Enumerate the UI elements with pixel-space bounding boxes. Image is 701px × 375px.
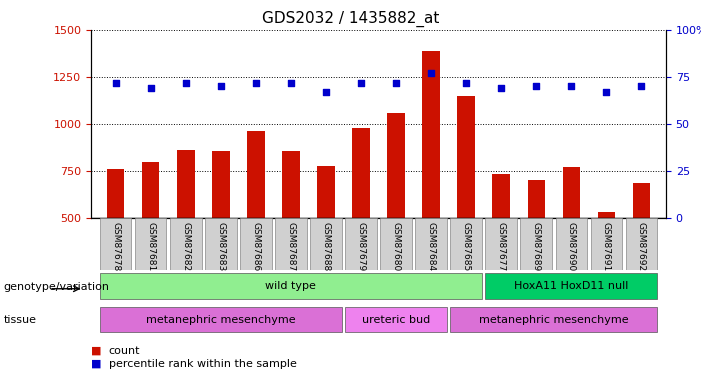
Text: GSM87679: GSM87679 [357, 222, 365, 271]
Point [215, 83, 226, 89]
Bar [317, 166, 335, 311]
Bar [387, 112, 405, 311]
FancyBboxPatch shape [205, 217, 236, 270]
FancyBboxPatch shape [135, 217, 167, 270]
Text: GSM87678: GSM87678 [111, 222, 120, 271]
Bar [107, 169, 125, 311]
FancyBboxPatch shape [590, 217, 622, 270]
FancyBboxPatch shape [520, 217, 552, 270]
FancyBboxPatch shape [170, 217, 202, 270]
Text: GSM87680: GSM87680 [392, 222, 400, 271]
FancyBboxPatch shape [100, 217, 132, 270]
FancyBboxPatch shape [415, 217, 447, 270]
Text: GSM87685: GSM87685 [462, 222, 470, 271]
Point [566, 83, 577, 89]
Text: GSM87690: GSM87690 [567, 222, 576, 271]
Point [180, 80, 191, 86]
FancyBboxPatch shape [556, 217, 587, 270]
Text: genotype/variation: genotype/variation [4, 282, 109, 292]
Text: GSM87677: GSM87677 [497, 222, 505, 271]
Point [145, 85, 156, 91]
FancyBboxPatch shape [346, 217, 377, 270]
FancyBboxPatch shape [275, 217, 307, 270]
FancyBboxPatch shape [451, 307, 657, 332]
Text: GSM87689: GSM87689 [532, 222, 540, 271]
FancyBboxPatch shape [625, 217, 658, 270]
Point [461, 80, 472, 86]
Bar [177, 150, 195, 311]
Text: ureteric bud: ureteric bud [362, 315, 430, 325]
Point [496, 85, 507, 91]
Point [355, 80, 367, 86]
Text: GSM87691: GSM87691 [602, 222, 611, 271]
Text: percentile rank within the sample: percentile rank within the sample [109, 359, 297, 369]
Bar [282, 151, 299, 311]
FancyBboxPatch shape [310, 217, 342, 270]
Text: GSM87692: GSM87692 [637, 222, 646, 271]
Bar [527, 180, 545, 311]
Bar [562, 167, 580, 311]
Point [426, 70, 437, 76]
Point [601, 89, 612, 95]
Text: tissue: tissue [4, 315, 36, 325]
Bar [597, 212, 615, 311]
Point [320, 89, 332, 95]
FancyBboxPatch shape [485, 217, 517, 270]
Point [531, 83, 542, 89]
Bar [212, 151, 230, 311]
Point [636, 83, 647, 89]
Text: GDS2032 / 1435882_at: GDS2032 / 1435882_at [261, 11, 440, 27]
Text: wild type: wild type [266, 281, 316, 291]
Text: HoxA11 HoxD11 null: HoxA11 HoxD11 null [514, 281, 629, 291]
Text: GSM87686: GSM87686 [252, 222, 260, 271]
FancyBboxPatch shape [451, 217, 482, 270]
Bar [247, 131, 265, 311]
Text: GSM87683: GSM87683 [217, 222, 225, 271]
Bar [353, 128, 370, 311]
FancyBboxPatch shape [485, 273, 657, 298]
Bar [422, 51, 440, 311]
FancyBboxPatch shape [346, 307, 447, 332]
Bar [492, 174, 510, 311]
Point [390, 80, 402, 86]
Bar [632, 183, 650, 311]
Text: ■: ■ [91, 346, 102, 355]
Point [250, 80, 261, 86]
Text: GSM87682: GSM87682 [182, 222, 190, 271]
Text: GSM87687: GSM87687 [287, 222, 295, 271]
Bar [142, 162, 160, 311]
FancyBboxPatch shape [381, 217, 412, 270]
Text: GSM87684: GSM87684 [427, 222, 435, 271]
Text: count: count [109, 346, 140, 355]
Text: GSM87688: GSM87688 [322, 222, 330, 271]
FancyBboxPatch shape [240, 217, 272, 270]
Bar [457, 96, 475, 311]
Text: metanephric mesenchyme: metanephric mesenchyme [479, 315, 629, 325]
FancyBboxPatch shape [100, 307, 342, 332]
Text: metanephric mesenchyme: metanephric mesenchyme [146, 315, 296, 325]
Point [110, 80, 121, 86]
Text: GSM87681: GSM87681 [147, 222, 155, 271]
FancyBboxPatch shape [100, 273, 482, 298]
Point [285, 80, 297, 86]
Text: ■: ■ [91, 359, 102, 369]
